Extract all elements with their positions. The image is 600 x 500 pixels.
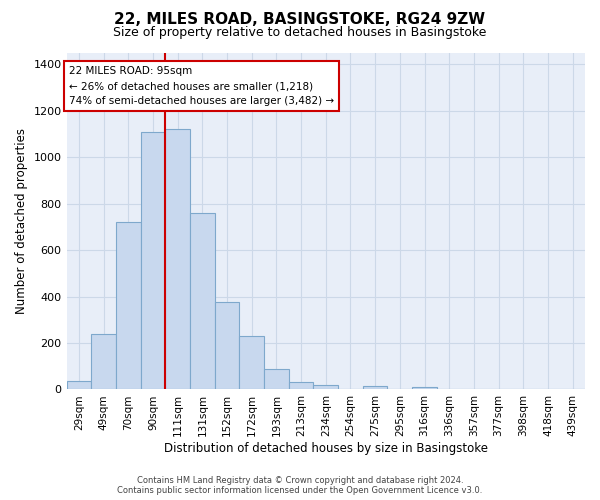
Text: 22, MILES ROAD, BASINGSTOKE, RG24 9ZW: 22, MILES ROAD, BASINGSTOKE, RG24 9ZW <box>115 12 485 28</box>
Bar <box>190 213 215 390</box>
X-axis label: Distribution of detached houses by size in Basingstoke: Distribution of detached houses by size … <box>164 442 488 455</box>
Bar <box>215 302 239 390</box>
Bar <box>363 386 388 390</box>
Bar <box>67 382 91 390</box>
Bar <box>289 382 313 390</box>
Text: Size of property relative to detached houses in Basingstoke: Size of property relative to detached ho… <box>113 26 487 39</box>
Text: Contains HM Land Registry data © Crown copyright and database right 2024.
Contai: Contains HM Land Registry data © Crown c… <box>118 476 482 495</box>
Bar <box>91 334 116 390</box>
Bar <box>140 132 165 390</box>
Bar <box>116 222 140 390</box>
Bar <box>264 368 289 390</box>
Bar <box>239 336 264 390</box>
Y-axis label: Number of detached properties: Number of detached properties <box>15 128 28 314</box>
Bar <box>165 129 190 390</box>
Text: 22 MILES ROAD: 95sqm
← 26% of detached houses are smaller (1,218)
74% of semi-de: 22 MILES ROAD: 95sqm ← 26% of detached h… <box>69 66 334 106</box>
Bar <box>412 387 437 390</box>
Bar <box>313 385 338 390</box>
